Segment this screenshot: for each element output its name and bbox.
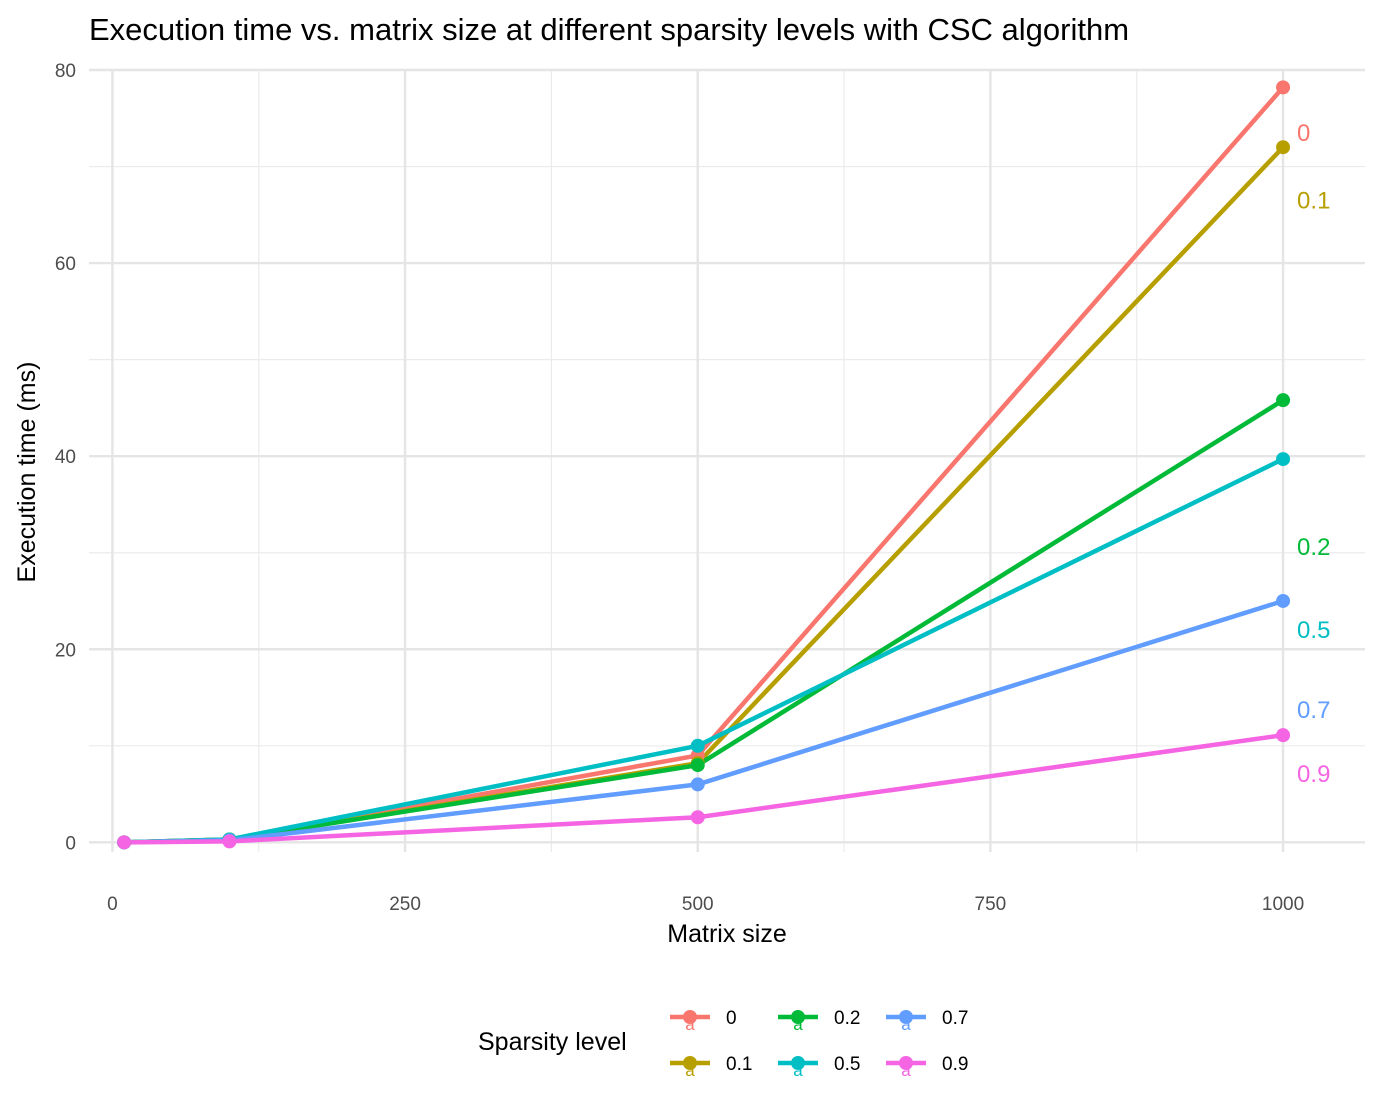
legend-key-glyph: a [685, 1015, 695, 1034]
legend-key-glyph: a [793, 1061, 803, 1080]
end-label-0-1: 0.1 [1297, 187, 1330, 214]
plot-panel: 0 250 500 750 1000 0 20 40 60 80 0 0.1 0.2 0.5 0.7 0.9 [55, 61, 1365, 915]
data-point-0-7 [1276, 593, 1291, 608]
series-line-0-1 [124, 145, 1285, 845]
x-tick-label: 1000 [1262, 894, 1304, 915]
data-point-0-5 [1276, 452, 1291, 467]
legend-key-glyph: a [901, 1061, 911, 1080]
y-tick-label: 20 [55, 640, 76, 661]
series-line-0-7 [124, 598, 1284, 845]
legend-key-point [791, 1010, 805, 1024]
end-label-0-9: 0.9 [1297, 761, 1330, 788]
end-label-0-2: 0.2 [1297, 534, 1330, 561]
legend-key-point [683, 1056, 697, 1070]
legend-key-point [791, 1056, 805, 1070]
end-label-0: 0 [1297, 120, 1310, 147]
data-point-0-9 [117, 835, 132, 850]
legend: Sparsity level a 0 a 0.1 a 0.2 a 0.5 a 0.7 a 0.9 [478, 1008, 968, 1080]
legend-title: Sparsity level [478, 1028, 627, 1056]
legend-label: 0.7 [942, 1008, 968, 1029]
legend-label: 0.5 [834, 1054, 860, 1075]
legend-label: 0.9 [942, 1054, 968, 1075]
data-point-0-9 [222, 834, 237, 849]
chart-title: Execution time vs. matrix size at differ… [89, 12, 1129, 47]
y-tick-label: 0 [65, 833, 76, 854]
data-point-0-9 [690, 810, 705, 825]
legend-label: 0.1 [726, 1054, 752, 1075]
legend-key-glyph: a [901, 1015, 911, 1034]
series-line-0-9 [124, 732, 1284, 845]
x-tick-label: 500 [682, 894, 714, 915]
legend-label: 0 [726, 1008, 737, 1029]
data-point-0-7 [690, 777, 705, 792]
y-tick-label: 60 [55, 254, 76, 275]
legend-key-point [899, 1010, 913, 1024]
data-point-0-2 [1276, 393, 1291, 408]
data-point-0 [1276, 80, 1291, 95]
x-axis-title: Matrix size [667, 920, 786, 948]
end-label-0-7: 0.7 [1297, 697, 1330, 724]
x-tick-label: 250 [389, 894, 421, 915]
series-line-0-2 [124, 398, 1285, 845]
data-point-0-2 [690, 758, 705, 773]
legend-key-glyph: a [685, 1061, 695, 1080]
series-line-0 [124, 85, 1285, 845]
x-tick-label: 750 [975, 894, 1007, 915]
y-axis-title: Execution time (ms) [13, 362, 41, 583]
legend-key-point [899, 1056, 913, 1070]
data-point-0-9 [1276, 728, 1291, 743]
legend-key-point [683, 1010, 697, 1024]
y-tick-label: 40 [55, 447, 76, 468]
x-tick-label: 0 [107, 894, 118, 915]
legend-label: 0.2 [834, 1008, 860, 1029]
end-label-0-5: 0.5 [1297, 617, 1330, 644]
legend-key-glyph: a [793, 1015, 803, 1034]
y-tick-label: 80 [55, 61, 76, 82]
data-point-0-1 [1276, 140, 1291, 155]
data-point-0-5 [690, 738, 705, 753]
